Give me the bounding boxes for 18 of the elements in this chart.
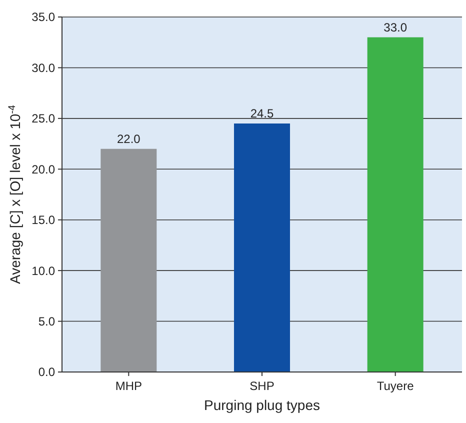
y-tick-label: 25.0	[32, 112, 56, 126]
data-label: 33.0	[384, 20, 408, 34]
y-tick-label: 35.0	[32, 10, 56, 24]
y-tick-label: 30.0	[32, 60, 56, 75]
bar	[100, 148, 157, 372]
y-tick-label: 5.0	[38, 314, 56, 328]
x-tick-label: SHP	[250, 379, 274, 393]
bar	[234, 124, 290, 372]
y-tick-label: 10.0	[32, 264, 56, 278]
x-tick-label: MHP	[115, 379, 142, 393]
data-label: 24.5	[250, 106, 274, 120]
x-axis-title: Purging plug types	[204, 397, 320, 413]
y-tick-label: 15.0	[32, 213, 56, 228]
y-tick-label: 20.0	[32, 162, 56, 176]
y-tick-label: 0.0	[38, 365, 56, 380]
bar	[367, 37, 424, 372]
x-tick-label: Tuyere	[376, 379, 414, 393]
data-label: 22.0	[116, 132, 141, 146]
